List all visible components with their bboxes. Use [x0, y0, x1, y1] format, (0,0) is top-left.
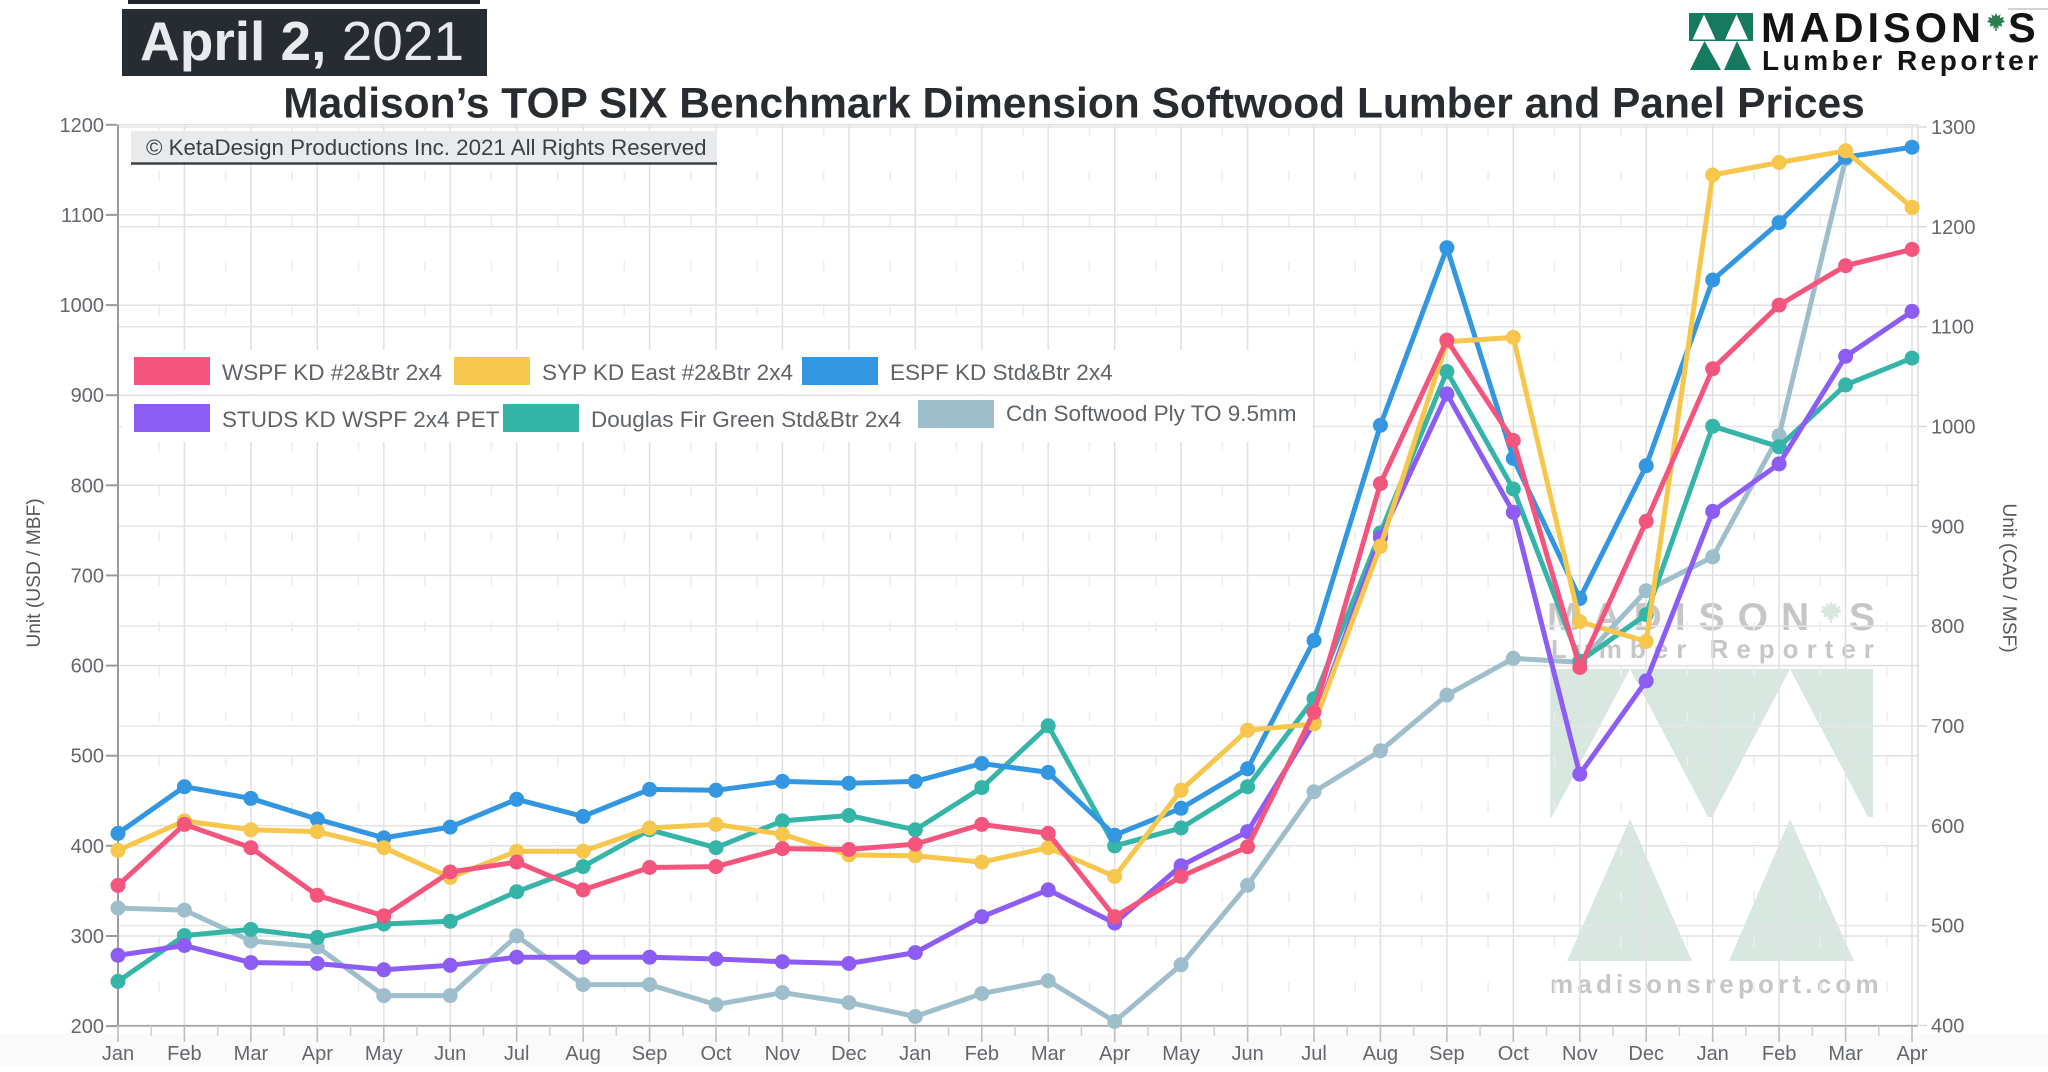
svg-text:Feb: Feb — [167, 1043, 201, 1065]
svg-text:1000: 1000 — [60, 295, 105, 317]
svg-text:Jan: Jan — [899, 1043, 931, 1065]
svg-text:900: 900 — [71, 385, 104, 407]
svg-text:Douglas Fir Green Std&Btr 2x4: Douglas Fir Green Std&Btr 2x4 — [591, 407, 901, 432]
svg-text:400: 400 — [1931, 1016, 1964, 1038]
svg-text:Lumber Reporter: Lumber Reporter — [1762, 45, 2042, 76]
svg-text:Oct: Oct — [1498, 1043, 1530, 1065]
svg-text:Apr: Apr — [1896, 1043, 1927, 1065]
svg-text:Sep: Sep — [632, 1043, 668, 1065]
svg-text:Apr: Apr — [1099, 1043, 1130, 1065]
svg-text:Aug: Aug — [565, 1043, 601, 1065]
svg-text:600: 600 — [1931, 816, 1964, 838]
svg-text:Unit (USD / MBF): Unit (USD / MBF) — [24, 498, 45, 647]
svg-text:May: May — [365, 1043, 403, 1065]
svg-text:ESPF KD Std&Btr 2x4: ESPF KD Std&Btr 2x4 — [890, 360, 1113, 385]
svg-text:Oct: Oct — [700, 1043, 732, 1065]
svg-text:Mar: Mar — [1031, 1043, 1066, 1065]
svg-text:1200: 1200 — [1931, 217, 1976, 239]
svg-text:600: 600 — [71, 656, 104, 678]
svg-text:Mar: Mar — [1828, 1043, 1863, 1065]
svg-text:Dec: Dec — [1628, 1043, 1664, 1065]
svg-text:© KetaDesign Productions Inc.: © KetaDesign Productions Inc. 2021 All R… — [146, 135, 707, 160]
svg-text:Jan: Jan — [1697, 1043, 1729, 1065]
svg-text:Dec: Dec — [831, 1043, 867, 1065]
svg-text:Nov: Nov — [765, 1043, 801, 1065]
svg-text:S: S — [1849, 596, 1875, 639]
svg-text:Apr: Apr — [302, 1043, 333, 1065]
svg-text:1100: 1100 — [61, 205, 104, 227]
svg-text:madisonsreport.com: madisonsreport.com — [1550, 969, 1883, 999]
svg-text:300: 300 — [71, 926, 104, 948]
svg-text:500: 500 — [71, 746, 104, 768]
svg-text:Mar: Mar — [234, 1043, 269, 1065]
svg-text:1000: 1000 — [1931, 417, 1976, 439]
svg-text:900: 900 — [1931, 516, 1964, 538]
svg-text:WSPF KD #2&Btr 2x4: WSPF KD #2&Btr 2x4 — [222, 360, 442, 385]
svg-text:May: May — [1162, 1043, 1200, 1065]
svg-text:Jan: Jan — [102, 1043, 134, 1065]
svg-text:Aug: Aug — [1363, 1043, 1399, 1065]
svg-text:S: S — [2008, 4, 2036, 51]
svg-text:April 2, 2021: April 2, 2021 — [140, 10, 464, 72]
svg-text:Sep: Sep — [1429, 1043, 1465, 1065]
svg-text:1300: 1300 — [1931, 117, 1976, 139]
svg-text:1200: 1200 — [60, 115, 105, 137]
svg-text:700: 700 — [1931, 716, 1964, 738]
svg-text:Unit (CAD / MSF): Unit (CAD / MSF) — [1998, 503, 2019, 652]
svg-text:Feb: Feb — [1762, 1043, 1796, 1065]
svg-text:Feb: Feb — [965, 1043, 999, 1065]
svg-text:SYP KD East #2&Btr 2x4: SYP KD East #2&Btr 2x4 — [542, 360, 793, 385]
svg-text:Madison’s TOP SIX Benchmark Di: Madison’s TOP SIX Benchmark Dimension So… — [283, 81, 1865, 128]
svg-text:700: 700 — [71, 565, 104, 587]
svg-text:800: 800 — [71, 475, 104, 497]
svg-text:MADISON: MADISON — [1547, 596, 1822, 639]
svg-text:Jun: Jun — [1231, 1043, 1263, 1065]
svg-text:Nov: Nov — [1562, 1043, 1598, 1065]
svg-text:STUDS KD WSPF 2x4 PET: STUDS KD WSPF 2x4 PET — [222, 407, 500, 432]
svg-text:Jul: Jul — [1301, 1043, 1327, 1065]
svg-text:1100: 1100 — [1931, 317, 1974, 339]
svg-text:500: 500 — [1931, 916, 1964, 938]
svg-text:800: 800 — [1931, 616, 1964, 638]
svg-text:MADISON: MADISON — [1761, 4, 1985, 51]
svg-text:200: 200 — [71, 1016, 104, 1038]
svg-text:400: 400 — [71, 836, 104, 858]
svg-text:Cdn Softwood Ply TO 9.5mm: Cdn Softwood Ply TO 9.5mm — [1006, 401, 1297, 426]
svg-text:Jun: Jun — [434, 1043, 466, 1065]
svg-text:Jul: Jul — [504, 1043, 530, 1065]
